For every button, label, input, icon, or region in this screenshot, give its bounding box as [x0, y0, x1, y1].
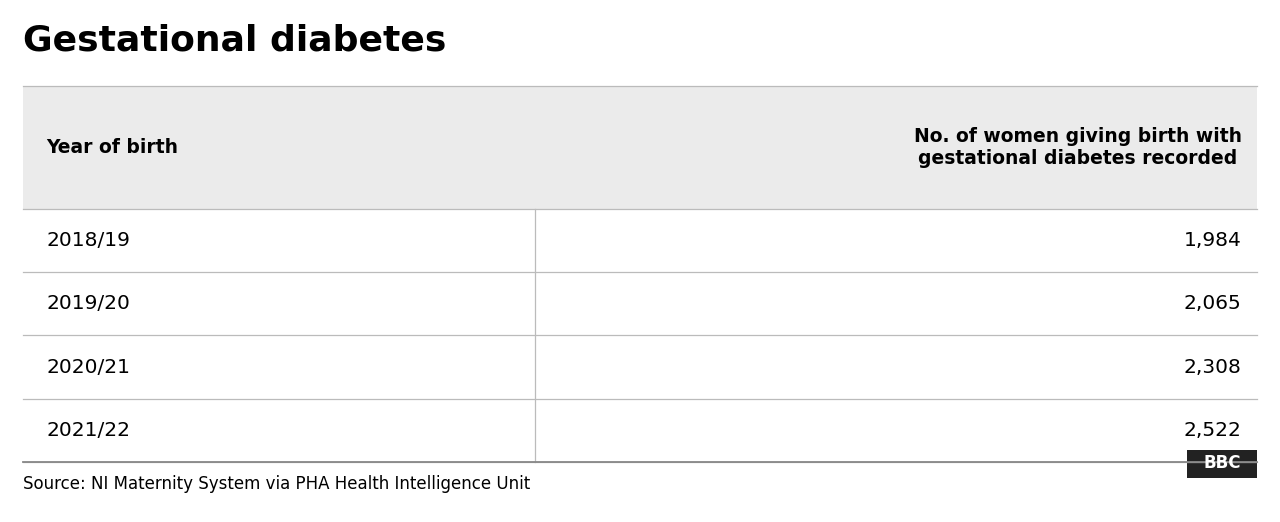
Text: 2,065: 2,065	[1184, 294, 1242, 313]
Text: 2,308: 2,308	[1184, 358, 1242, 376]
Text: 2,522: 2,522	[1184, 421, 1242, 440]
Text: 2020/21: 2020/21	[46, 358, 131, 376]
Text: 1,984: 1,984	[1184, 231, 1242, 250]
Text: 2019/20: 2019/20	[46, 294, 131, 313]
Text: No. of women giving birth with
gestational diabetes recorded: No. of women giving birth with gestation…	[914, 127, 1242, 168]
Text: BBC: BBC	[1203, 454, 1240, 472]
Text: 2018/19: 2018/19	[46, 231, 131, 250]
Text: Source: NI Maternity System via PHA Health Intelligence Unit: Source: NI Maternity System via PHA Heal…	[23, 475, 530, 493]
Text: 2021/22: 2021/22	[46, 421, 131, 440]
Text: Gestational diabetes: Gestational diabetes	[23, 23, 447, 57]
Text: Year of birth: Year of birth	[46, 138, 178, 157]
